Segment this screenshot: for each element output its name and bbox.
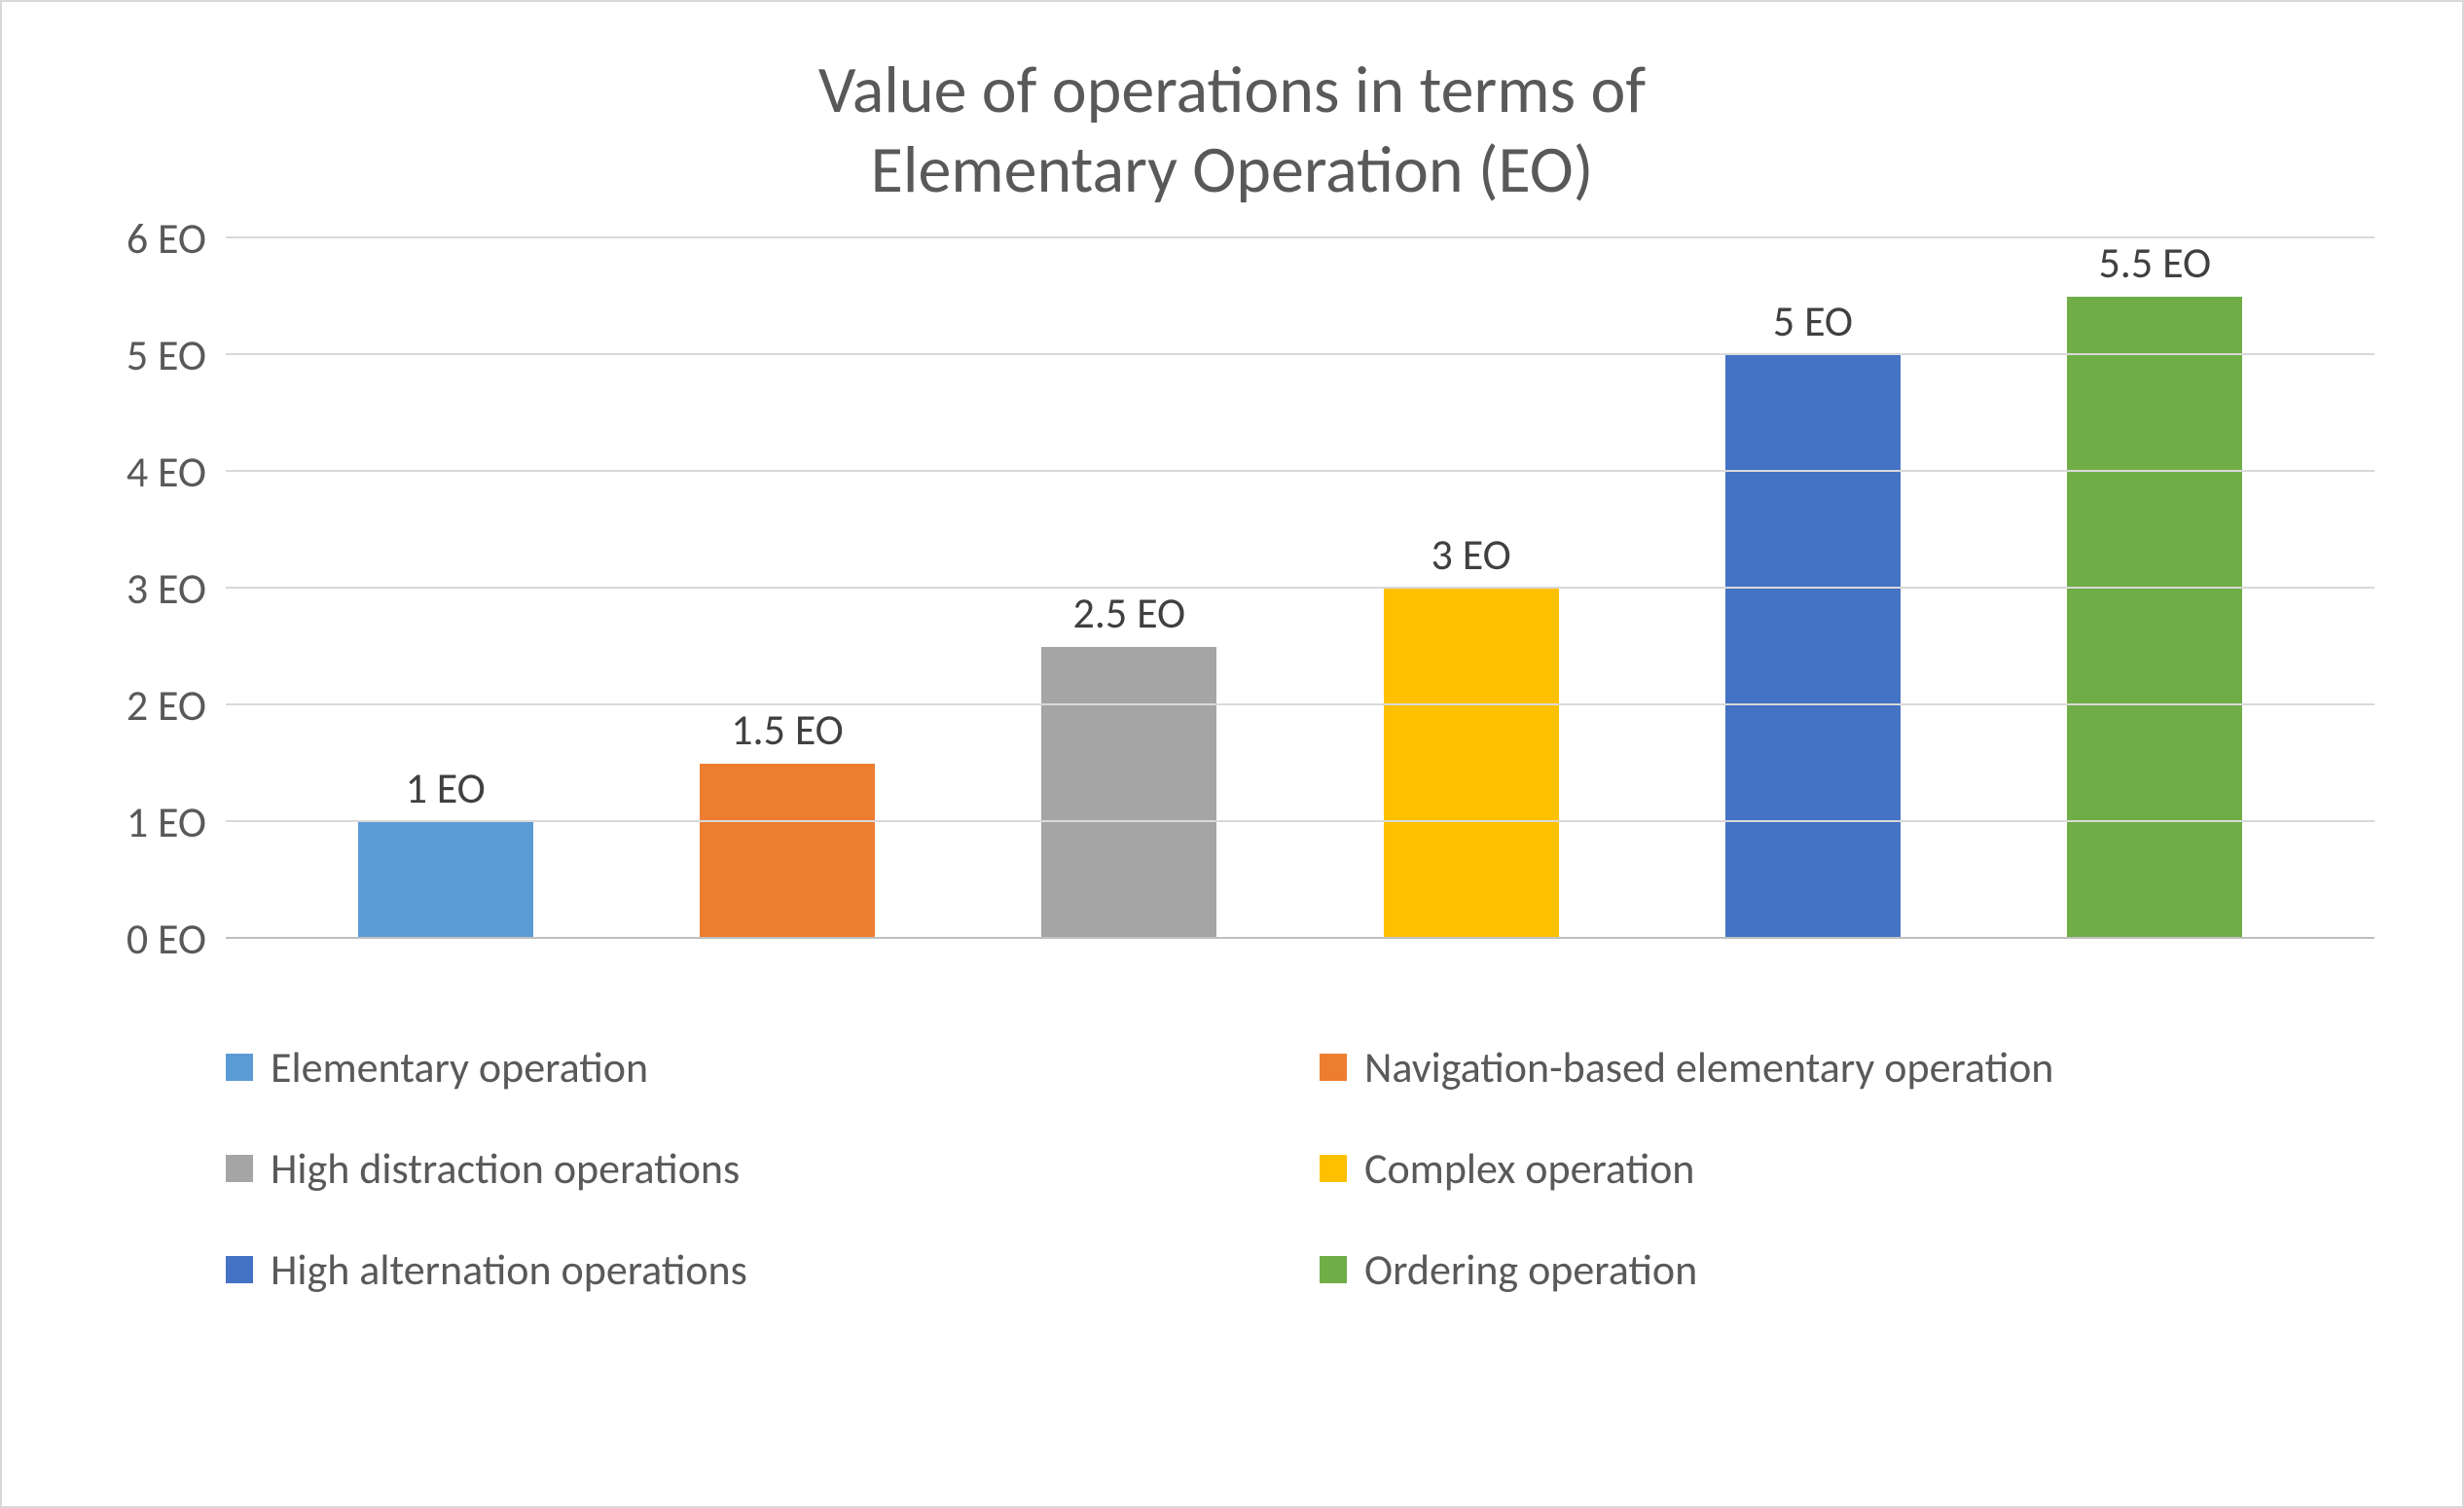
y-tick-label: 2 EO: [127, 679, 226, 732]
bar: [1384, 589, 1559, 939]
plot-area: 1 EO1.5 EO2.5 EO3 EO5 EO5.5 EO 0 EO1 EO2…: [226, 238, 2374, 939]
chart-title-line2: Elementary Operation (EO): [871, 129, 1594, 210]
chart-container: Value of operations in terms of Elementa…: [0, 0, 2464, 1508]
y-tick-label: 3 EO: [127, 562, 226, 615]
legend-swatch: [226, 1256, 253, 1283]
bar-slot: 2.5 EO: [959, 238, 1300, 939]
legend-label: High alternation operations: [271, 1248, 747, 1291]
bar-slot: 1 EO: [274, 238, 616, 939]
legend-swatch: [226, 1054, 253, 1081]
bars-area: 1 EO 1.5 EO 2.5 EO 3 EO 5 EO 5.5 EO: [226, 238, 2374, 939]
bar-slot: 1.5 EO: [616, 238, 958, 939]
grid-line: [226, 353, 2374, 355]
y-tick-label: 0 EO: [127, 913, 226, 965]
grid-line: [226, 587, 2374, 589]
bar-slot: 5.5 EO: [1984, 238, 2326, 939]
legend-item: High alternation operations: [226, 1248, 1281, 1291]
legend-item: Ordering operation: [1320, 1248, 2374, 1291]
bar-slot: 5 EO: [1642, 238, 1983, 939]
legend-item: High distraction operations: [226, 1147, 1281, 1190]
grid-line: [226, 820, 2374, 822]
bar: [2067, 297, 2242, 939]
y-tick-label: 4 EO: [127, 446, 226, 498]
legend: Elementary operation Navigation-based ele…: [226, 1046, 2374, 1291]
legend-swatch: [1320, 1155, 1347, 1182]
legend-label: Complex operation: [1364, 1147, 1694, 1190]
legend-item: Complex operation: [1320, 1147, 2374, 1190]
bar-data-label: 5.5 EO: [2009, 236, 2301, 289]
x-axis-line: [226, 937, 2374, 939]
bar-data-label: 1 EO: [300, 762, 592, 814]
grid-line: [226, 236, 2374, 238]
legend-label: Elementary operation: [271, 1046, 648, 1089]
legend-swatch: [1320, 1256, 1347, 1283]
bar: [1725, 355, 1901, 939]
chart-title: Value of operations in terms of Elementa…: [31, 51, 2433, 209]
y-tick-label: 5 EO: [127, 329, 226, 381]
legend-label: Ordering operation: [1364, 1248, 1697, 1291]
grid-line: [226, 470, 2374, 472]
chart-title-line1: Value of operations in terms of: [818, 50, 1646, 130]
bar: [1041, 647, 1216, 939]
bar: [358, 822, 533, 939]
y-tick-label: 6 EO: [127, 212, 226, 265]
legend-item: Navigation-based elementary operation: [1320, 1046, 2374, 1089]
legend-swatch: [1320, 1054, 1347, 1081]
legend-item: Elementary operation: [226, 1046, 1281, 1089]
bar-data-label: 1.5 EO: [641, 703, 933, 756]
bar-data-label: 5 EO: [1667, 295, 1959, 347]
legend-label: Navigation-based elementary operation: [1364, 1046, 2053, 1089]
y-tick-label: 1 EO: [127, 796, 226, 848]
legend-label: High distraction operations: [271, 1147, 740, 1190]
bar: [700, 764, 875, 939]
bar-data-label: 3 EO: [1325, 528, 1617, 581]
bar-data-label: 2.5 EO: [983, 587, 1275, 639]
grid-line: [226, 703, 2374, 705]
bar-slot: 3 EO: [1300, 238, 1642, 939]
legend-swatch: [226, 1155, 253, 1182]
